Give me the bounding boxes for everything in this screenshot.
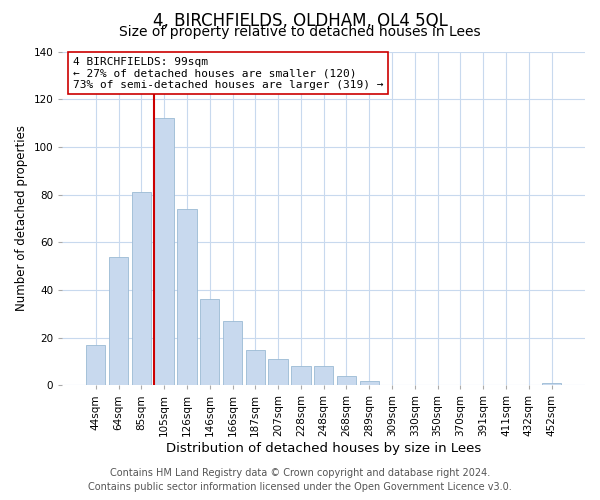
Bar	[86, 345, 106, 386]
Text: Contains HM Land Registry data © Crown copyright and database right 2024.
Contai: Contains HM Land Registry data © Crown c…	[88, 468, 512, 492]
Bar	[223, 321, 242, 386]
Bar	[314, 366, 334, 386]
Bar	[109, 256, 128, 386]
Bar	[200, 300, 220, 386]
Bar	[177, 209, 197, 386]
Y-axis label: Number of detached properties: Number of detached properties	[15, 126, 28, 312]
Bar	[268, 359, 288, 386]
Bar	[245, 350, 265, 386]
Text: 4 BIRCHFIELDS: 99sqm
← 27% of detached houses are smaller (120)
73% of semi-deta: 4 BIRCHFIELDS: 99sqm ← 27% of detached h…	[73, 56, 383, 90]
Bar	[337, 376, 356, 386]
Bar	[291, 366, 311, 386]
Bar	[359, 380, 379, 386]
Bar	[154, 118, 174, 386]
X-axis label: Distribution of detached houses by size in Lees: Distribution of detached houses by size …	[166, 442, 481, 455]
Text: Size of property relative to detached houses in Lees: Size of property relative to detached ho…	[119, 25, 481, 39]
Bar	[131, 192, 151, 386]
Bar	[542, 383, 561, 386]
Text: 4, BIRCHFIELDS, OLDHAM, OL4 5QL: 4, BIRCHFIELDS, OLDHAM, OL4 5QL	[152, 12, 448, 30]
